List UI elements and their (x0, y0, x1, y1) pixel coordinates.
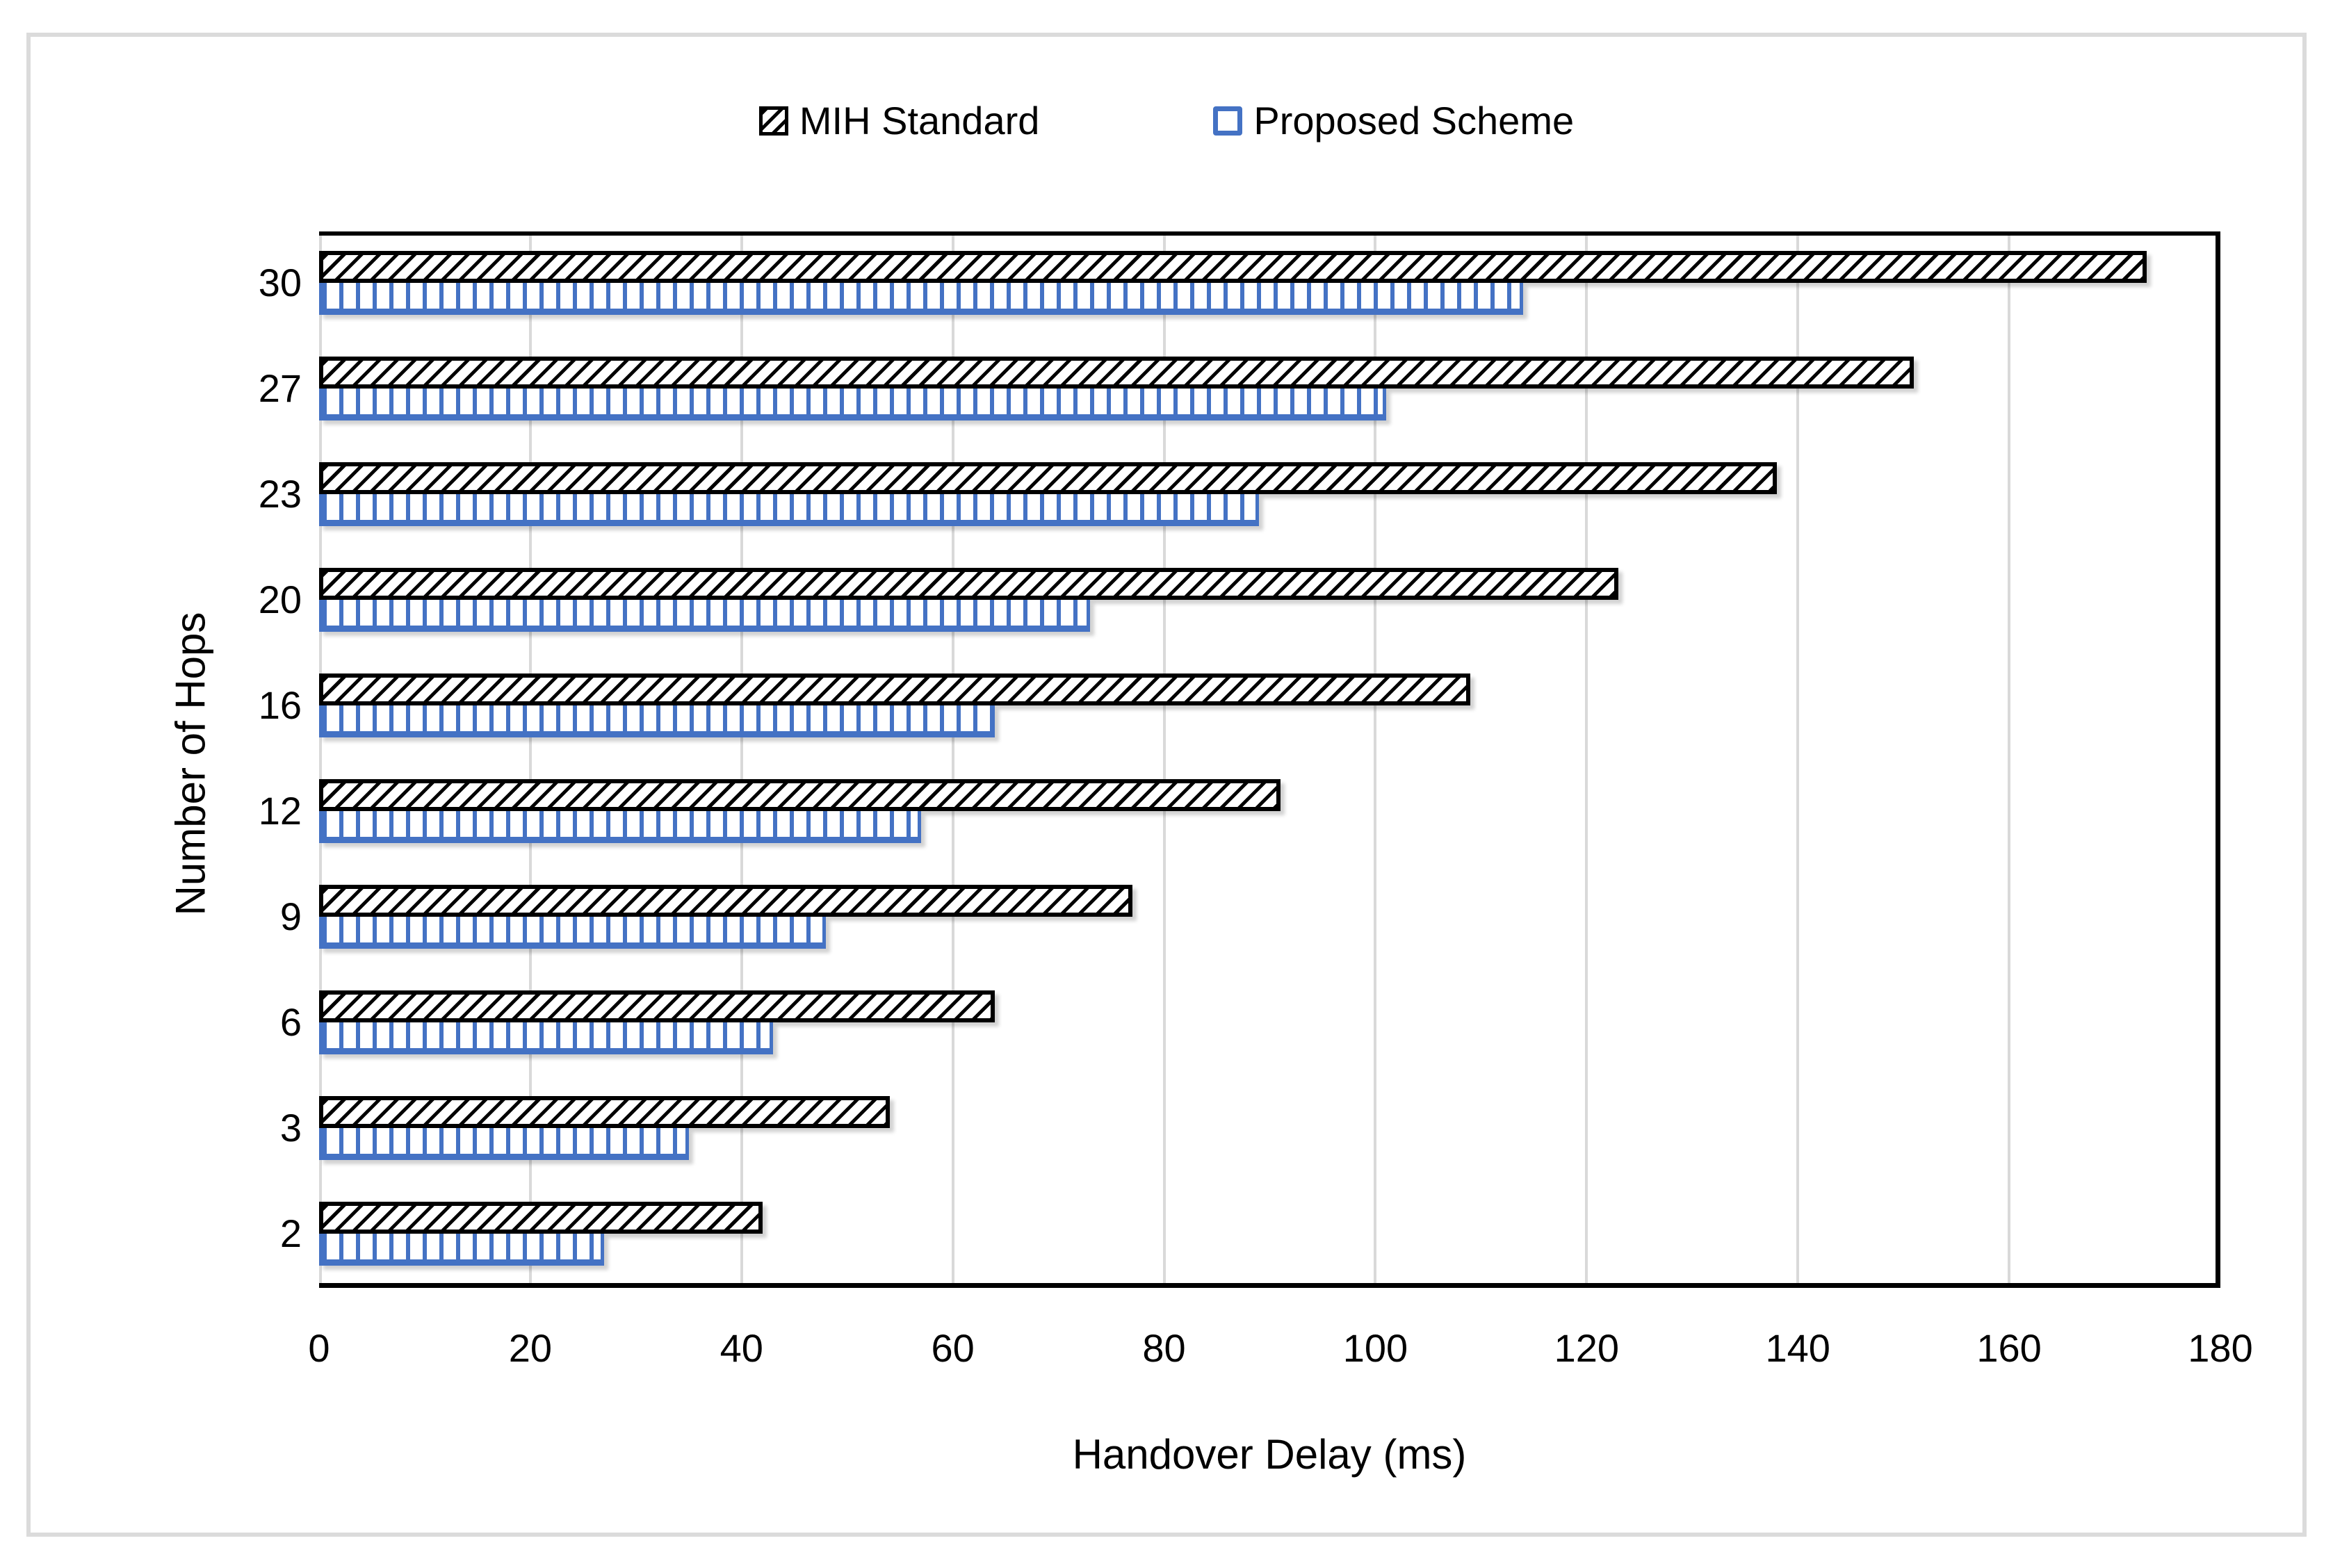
bar-proposed-scheme-hops-23 (319, 494, 1260, 526)
plot-top-border (319, 231, 2220, 236)
y-tick-label-9: 9 (279, 895, 302, 938)
bar-mih-standard-hops-27 (319, 357, 1915, 389)
bar-mih-standard-hops-9 (319, 885, 1132, 917)
gridline-x-60 (951, 231, 954, 1288)
y-tick-label-27: 27 (258, 366, 302, 410)
bar-mih-standard-hops-6 (319, 990, 995, 1022)
bar-mih-standard-hops-2 (319, 1202, 763, 1234)
plot-right-border (2216, 231, 2220, 1288)
legend-item-proposed-scheme: Proposed Scheme (1213, 98, 1574, 143)
bar-proposed-scheme-hops-27 (319, 389, 1386, 420)
y-tick-label-20: 20 (258, 578, 302, 621)
category-row-27 (319, 337, 2220, 443)
bar-proposed-scheme-hops-16 (319, 705, 995, 737)
category-row-12 (319, 760, 2220, 865)
x-tick-label-40: 40 (720, 1326, 763, 1370)
bar-proposed-scheme-hops-9 (319, 917, 827, 949)
category-row-30 (319, 231, 2220, 337)
bar-mih-standard-hops-12 (319, 779, 1281, 811)
plot-left-axis-line (319, 231, 322, 1288)
bar-mih-standard-hops-23 (319, 462, 1777, 494)
gridline-x-160 (2008, 231, 2011, 1288)
bar-mih-standard-hops-3 (319, 1096, 890, 1128)
x-tick-label-100: 100 (1342, 1326, 1408, 1370)
gridline-x-100 (1374, 231, 1377, 1288)
bar-proposed-scheme-hops-3 (319, 1128, 689, 1160)
gridline-x-140 (1796, 231, 1800, 1288)
y-tick-label-6: 6 (279, 1000, 302, 1044)
category-row-16 (319, 654, 2220, 760)
x-axis-line (319, 1283, 2220, 1288)
bar-proposed-scheme-hops-2 (319, 1234, 605, 1266)
x-tick-label-120: 120 (1554, 1326, 1620, 1370)
y-tick-label-12: 12 (258, 789, 302, 833)
bar-mih-standard-hops-20 (319, 568, 1618, 600)
x-axis-title: Handover Delay (ms) (1072, 1431, 1467, 1478)
gridline-x-20 (528, 231, 532, 1288)
x-tick-label-0: 0 (308, 1326, 330, 1370)
x-tick-label-160: 160 (1976, 1326, 2042, 1370)
legend-label-proposed-scheme: Proposed Scheme (1253, 99, 1575, 142)
x-tick-label-140: 140 (1765, 1326, 1830, 1370)
category-row-20 (319, 548, 2220, 654)
x-tick-label-180: 180 (2188, 1326, 2253, 1370)
gridline-x-120 (1585, 231, 1588, 1288)
proposed-scheme-swatch-icon (1213, 106, 1243, 136)
x-tick-label-20: 20 (508, 1326, 553, 1370)
category-row-23 (319, 443, 2220, 548)
category-row-2 (319, 1182, 2220, 1288)
y-tick-label-2: 2 (279, 1211, 302, 1255)
bar-proposed-scheme-hops-6 (319, 1022, 774, 1054)
legend-label-mih-standard: MIH Standard (799, 99, 1040, 142)
legend: MIH Standard Proposed Scheme (31, 98, 2302, 143)
y-tick-label-23: 23 (258, 472, 302, 516)
bar-mih-standard-hops-30 (319, 251, 2147, 283)
y-tick-label-3: 3 (279, 1106, 302, 1150)
x-tick-label-80: 80 (1142, 1326, 1186, 1370)
bar-proposed-scheme-hops-20 (319, 600, 1091, 632)
gridline-x-80 (1162, 231, 1166, 1288)
plot-area (319, 231, 2220, 1288)
bar-proposed-scheme-hops-12 (319, 811, 922, 843)
gridline-x-40 (740, 231, 743, 1288)
category-row-3 (319, 1077, 2220, 1182)
legend-item-mih-standard: MIH Standard (758, 98, 1040, 143)
mih-standard-hatch-swatch-icon (758, 106, 788, 136)
y-tick-label-30: 30 (258, 261, 302, 304)
y-tick-label-16: 16 (258, 683, 302, 727)
bar-mih-standard-hops-16 (319, 673, 1471, 705)
y-axis-title: Number of Hops (167, 612, 214, 916)
x-tick-label-60: 60 (931, 1326, 975, 1370)
category-row-9 (319, 865, 2220, 971)
bar-proposed-scheme-hops-30 (319, 283, 1524, 315)
category-row-6 (319, 971, 2220, 1077)
chart-figure: MIH Standard Proposed Scheme 30 27 23 20 16 1… (26, 33, 2307, 1537)
